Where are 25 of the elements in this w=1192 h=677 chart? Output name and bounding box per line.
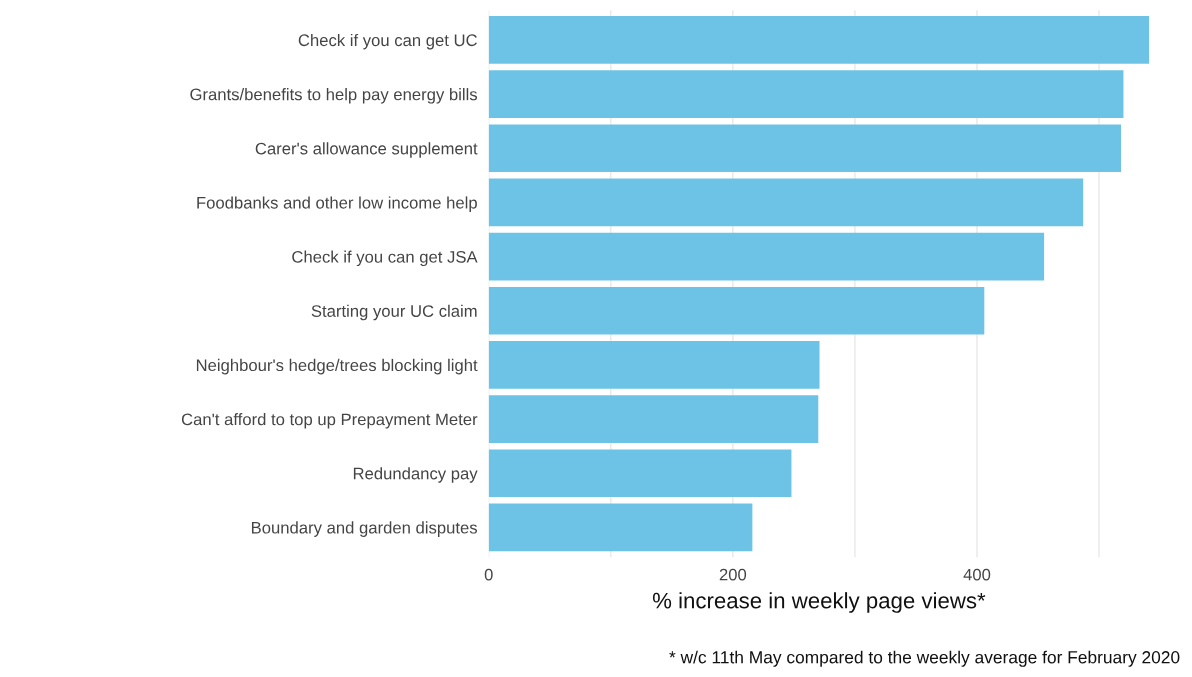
bar xyxy=(488,70,1124,118)
x-axis-title: % increase in weekly page views* xyxy=(652,592,986,613)
y-tick-label: Redundancy pay xyxy=(353,467,478,483)
x-tick-label: 400 xyxy=(963,568,991,581)
bar xyxy=(488,395,819,443)
text: * w/c 11th May compared to the weekly average for February 2020 xyxy=(669,650,1180,667)
bar xyxy=(488,232,1045,281)
bar xyxy=(488,341,820,389)
y-tick-label: Grants/benefits to help pay energy bills xyxy=(190,88,478,104)
y-tick-label: Foodbanks and other low income help xyxy=(197,196,477,212)
y-tick-label: Check if you can get JSA xyxy=(292,250,478,267)
bar xyxy=(488,503,753,552)
y-tick-label: Can't afford to top up Prepayment Meter xyxy=(181,413,478,429)
bar xyxy=(488,124,1122,173)
y-tick-label: Check if you can get UC xyxy=(298,33,477,50)
y-tick-label: Boundary and garden disputes xyxy=(251,521,478,537)
y-tick-label: Carer's allowance supplement xyxy=(255,142,478,158)
bar xyxy=(488,449,792,498)
x-tick-label: 200 xyxy=(719,568,747,581)
x-tick-label: 0 xyxy=(484,568,493,581)
bar xyxy=(488,178,1084,227)
y-tick-label: Starting your UC claim xyxy=(311,304,477,321)
bar xyxy=(488,16,1150,64)
bar xyxy=(488,286,985,335)
y-tick-label: Neighbour's hedge/trees blocking light xyxy=(196,358,478,375)
